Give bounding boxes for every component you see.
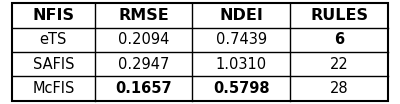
Text: 0.7439: 0.7439 bbox=[216, 32, 267, 47]
Text: SAFIS: SAFIS bbox=[33, 57, 74, 72]
Text: 1.0310: 1.0310 bbox=[216, 57, 267, 72]
Text: RULES: RULES bbox=[310, 8, 368, 23]
Text: RMSE: RMSE bbox=[118, 8, 169, 23]
Text: 0.2094: 0.2094 bbox=[118, 32, 169, 47]
Text: NDEI: NDEI bbox=[220, 8, 263, 23]
Text: 0.5798: 0.5798 bbox=[213, 81, 270, 96]
Text: 6: 6 bbox=[334, 32, 344, 47]
Text: McFIS: McFIS bbox=[32, 81, 74, 96]
Text: 22: 22 bbox=[330, 57, 348, 72]
Text: 0.2947: 0.2947 bbox=[118, 57, 169, 72]
Text: NFIS: NFIS bbox=[32, 8, 74, 23]
Text: eTS: eTS bbox=[40, 32, 67, 47]
Text: 28: 28 bbox=[330, 81, 348, 96]
Text: 0.1657: 0.1657 bbox=[115, 81, 172, 96]
